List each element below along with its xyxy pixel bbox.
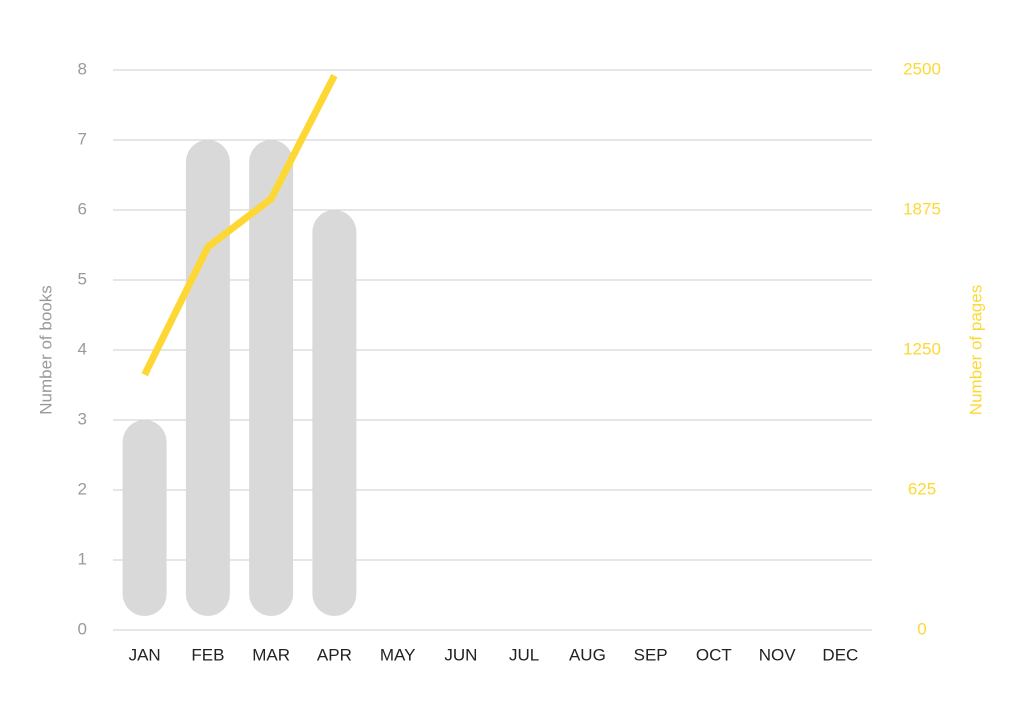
y-tick-label: 6 (78, 199, 87, 218)
x-tick-label: APR (317, 645, 352, 664)
y-tick-label: 5 (78, 269, 87, 288)
x-tick-label: MAY (380, 645, 416, 664)
y2-tick-label: 1250 (903, 339, 941, 358)
y2-tick-label: 1875 (903, 199, 941, 218)
x-tick-label: MAR (252, 645, 290, 664)
x-tick-label: OCT (696, 645, 732, 664)
x-tick-label: SEP (634, 645, 668, 664)
y2-tick-label: 0 (917, 619, 926, 638)
line (141, 74, 338, 377)
y-tick-label: 1 (78, 549, 87, 568)
bar (185, 140, 230, 616)
x-tick-label: NOV (759, 645, 797, 664)
x-tick-label: DEC (822, 645, 858, 664)
x-tick-label: FEB (191, 645, 224, 664)
bar (312, 210, 357, 616)
y-tick-label: 3 (78, 409, 87, 428)
y-tick-label: 8 (78, 59, 87, 78)
y-tick-label: 2 (78, 479, 87, 498)
x-tick-label: JUL (509, 645, 539, 664)
x-tick-label: JUN (444, 645, 477, 664)
bar (249, 140, 294, 616)
y2-tick-label: 625 (908, 479, 936, 498)
y-tick-label: 0 (78, 619, 87, 638)
y2-axis-label: Number of pages (966, 285, 985, 415)
x-tick-label: JAN (129, 645, 161, 664)
y-tick-label: 7 (78, 129, 87, 148)
y-axis-label: Number of books (36, 285, 55, 414)
y-tick-label: 4 (78, 339, 87, 358)
y2-tick-label: 2500 (903, 59, 941, 78)
x-tick-label: AUG (569, 645, 606, 664)
bar (122, 420, 167, 616)
